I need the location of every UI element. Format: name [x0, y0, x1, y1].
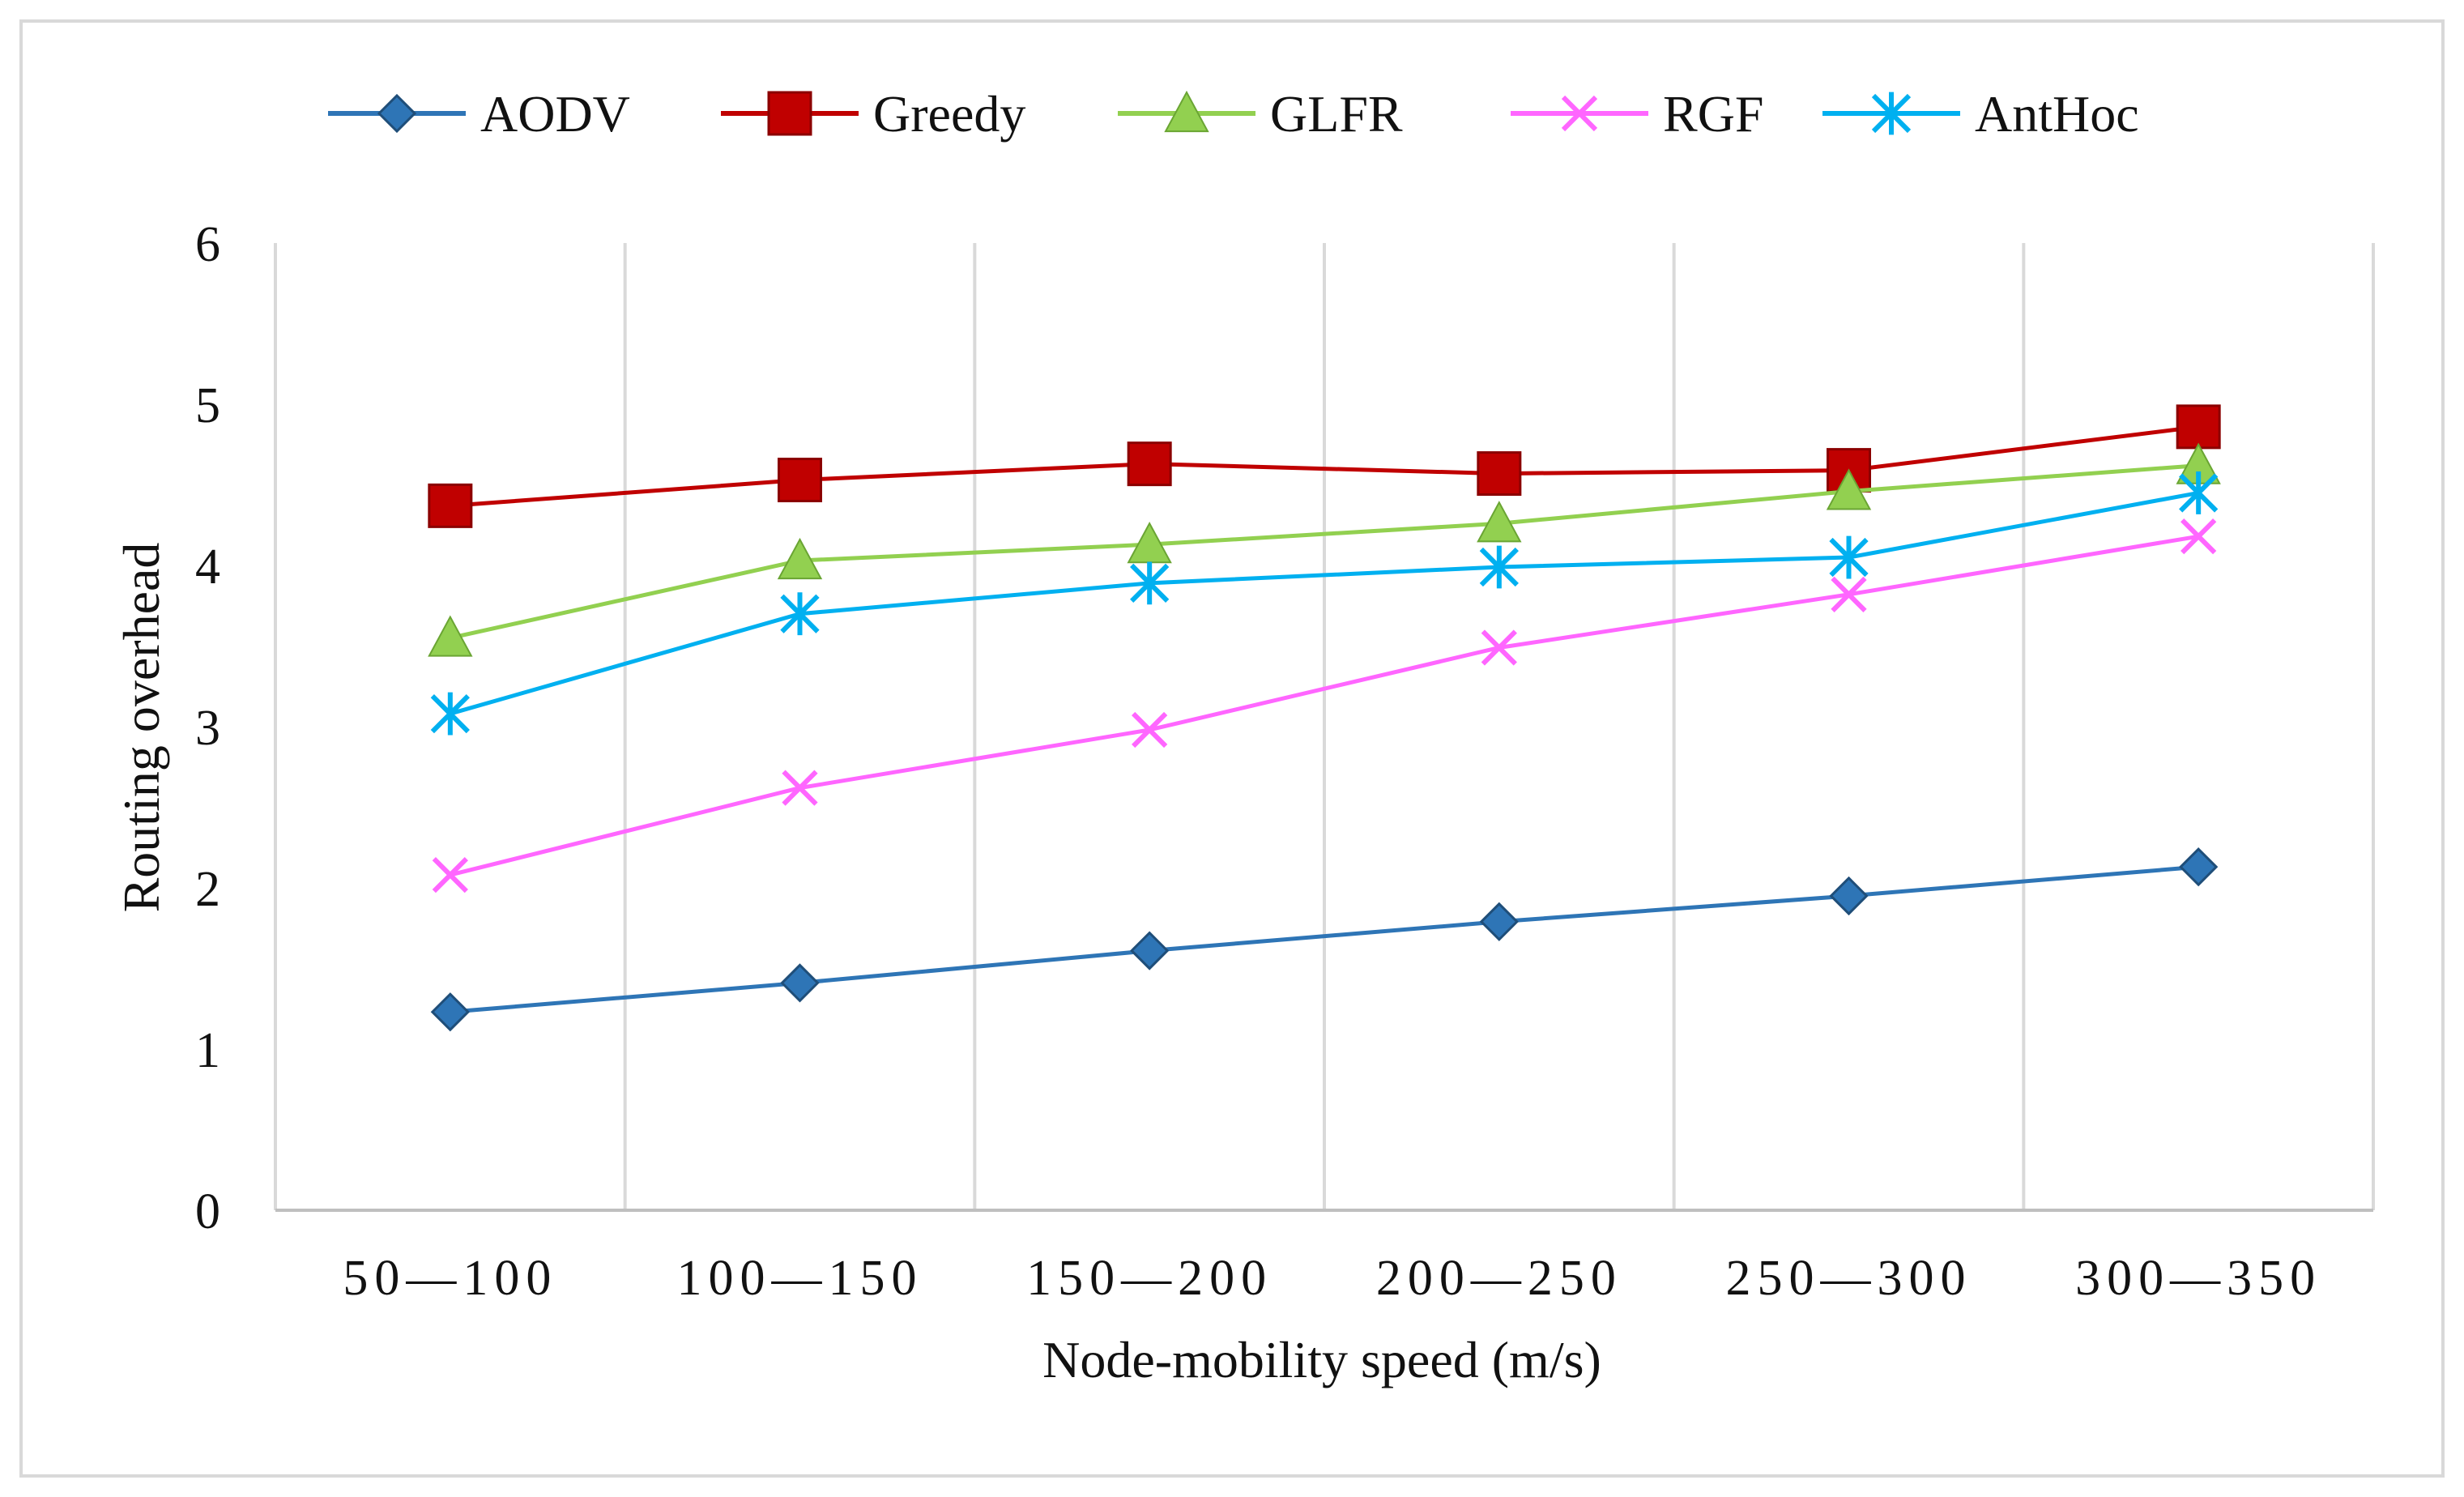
- y-tick-label: 6: [195, 217, 220, 272]
- legend-item-greedy: Greedy: [721, 85, 1025, 143]
- legend-label: GLFR: [1270, 85, 1403, 143]
- series-line-anthoc: [450, 490, 2199, 716]
- x-axis-title: Node-mobility speed (m/s): [1042, 1331, 1601, 1388]
- legend-marker-anthoc: [1871, 92, 1912, 135]
- data-point-aodv: [2179, 847, 2219, 887]
- legend-item-rgf: RGF: [1511, 85, 1764, 143]
- series-line-glfr: [450, 463, 2199, 640]
- data-point-rgf: [2181, 518, 2217, 555]
- data-point-greedy: [428, 483, 473, 528]
- data-point-greedy: [1127, 441, 1172, 487]
- data-point-anthoc: [1829, 535, 1869, 579]
- legend-marker-greedy: [767, 91, 812, 136]
- data-point-greedy: [778, 458, 822, 503]
- axes: 0 1 2 3 4 5 6 50—100 100—150 150—200 200—250 250—30…: [195, 217, 2373, 1306]
- data-point-anthoc: [1479, 545, 1519, 589]
- data-point-anthoc: [1130, 561, 1170, 605]
- data-point-anthoc: [430, 692, 470, 736]
- data-point-rgf: [1481, 629, 1517, 666]
- series-line-rgf: [450, 534, 2199, 877]
- x-tick-label: 250—300: [1726, 1251, 1972, 1306]
- legend-marker-aodv: [377, 93, 417, 134]
- y-tick-label: 3: [195, 701, 220, 756]
- grid-lines: [274, 243, 2375, 1210]
- data-point-aodv: [1829, 876, 1869, 916]
- data-point-rgf: [1132, 711, 1168, 748]
- x-tick-label: 100—150: [677, 1251, 923, 1306]
- data-point-aodv: [1479, 902, 1519, 941]
- data-point-aodv: [430, 992, 470, 1032]
- y-tick-label: 5: [195, 378, 220, 433]
- data-point-rgf: [432, 856, 468, 894]
- y-axis-title: Routing overhead: [113, 543, 170, 913]
- y-tick-label: 0: [195, 1184, 220, 1239]
- legend-label: Greedy: [873, 85, 1025, 143]
- chart-frame: [19, 19, 2445, 1478]
- data-point-rgf: [1831, 576, 1867, 612]
- data-point-aodv: [1130, 931, 1170, 970]
- y-tick-label: 2: [195, 862, 220, 917]
- legend: AODV Greedy GLFR RGF AntHoc: [328, 85, 2139, 143]
- x-tick-label: 50—100: [343, 1251, 557, 1306]
- legend-item-anthoc: AntHoc: [1822, 85, 2139, 143]
- data-point-anthoc: [2179, 471, 2219, 514]
- x-tick-label: 200—250: [1376, 1251, 1622, 1306]
- y-tick-label: 4: [195, 540, 220, 595]
- series-aodv: [430, 847, 2219, 1032]
- series-rgf: [432, 518, 2217, 894]
- legend-marker-rgf: [1561, 95, 1598, 132]
- series-anthoc: [430, 471, 2219, 736]
- data-point-aodv: [780, 963, 820, 1003]
- x-tick-label: 150—200: [1026, 1251, 1272, 1306]
- data-point-greedy: [2176, 404, 2221, 450]
- data-point-rgf: [782, 770, 818, 806]
- series-line-greedy: [450, 424, 2199, 508]
- data-point-anthoc: [780, 592, 820, 636]
- series-glfr: [428, 442, 2221, 657]
- data-point-glfr: [777, 537, 823, 580]
- legend-item-aodv: AODV: [328, 85, 630, 143]
- series-lines: [428, 404, 2221, 1032]
- y-tick-label: 1: [195, 1023, 220, 1078]
- data-point-glfr: [1477, 501, 1522, 543]
- legend-label: RGF: [1663, 85, 1764, 143]
- legend-marker-glfr: [1164, 90, 1209, 133]
- data-point-glfr: [1826, 468, 1872, 510]
- x-tick-label: 300—350: [2075, 1251, 2321, 1306]
- data-point-greedy: [1477, 451, 1522, 497]
- legend-label: AODV: [480, 85, 630, 143]
- series-greedy: [428, 404, 2221, 528]
- legend-label: AntHoc: [1975, 85, 2139, 143]
- data-point-glfr: [428, 615, 473, 657]
- legend-item-glfr: GLFR: [1118, 85, 1403, 143]
- series-line-aodv: [450, 864, 2199, 1014]
